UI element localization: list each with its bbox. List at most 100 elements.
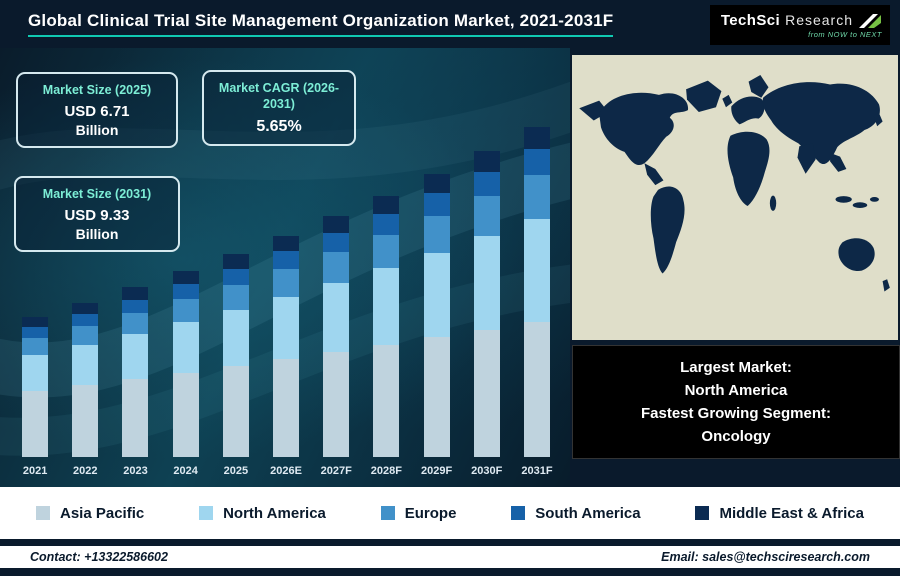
bar-2030F: 2030F — [462, 151, 512, 487]
x-axis-label: 2030F — [471, 465, 503, 477]
bar-segment-north-america — [423, 252, 450, 338]
bar-segment-middle-east-africa — [222, 254, 249, 269]
x-axis-label: 2024 — [173, 465, 198, 477]
stat-box-0: Market Size (2025) USD 6.71 Billion — [16, 72, 178, 149]
stat-label: Market CAGR (2026-2031) — [218, 81, 340, 112]
bar-segment-europe — [273, 268, 300, 298]
bar-segment-asia-pacific — [222, 366, 249, 457]
footer: Contact: +13322586602 Email: sales@techs… — [0, 546, 900, 568]
legend-item-asia-pacific: Asia Pacific — [36, 505, 144, 522]
bar-segment-south-america — [122, 299, 149, 314]
bar-segment-asia-pacific — [323, 352, 350, 457]
chart-panel: 2021 2022 2023 2024 2025 2026E 2027F 2028F 2029F… — [0, 48, 570, 487]
contact-info: Contact: +13322586602 — [30, 550, 168, 564]
stat-unit: Billion — [75, 122, 119, 139]
market-note-line: North America — [684, 381, 788, 399]
x-axis-label: 2022 — [73, 465, 98, 477]
logo-row: TechSci Research — [721, 11, 882, 29]
legend-label: Asia Pacific — [60, 504, 145, 522]
bar-2029F: 2029F — [412, 174, 462, 487]
legend-item-north-america: North America — [199, 505, 326, 522]
header: Global Clinical Trial Site Management Or… — [0, 0, 900, 48]
bar-segment-europe — [373, 234, 400, 269]
logo-name-secondary: Research — [785, 12, 853, 28]
bar-segment-middle-east-africa — [172, 271, 199, 285]
stat-unit: Billion — [75, 226, 119, 243]
bar-segment-europe — [122, 313, 149, 335]
x-axis-label: 2021 — [22, 465, 48, 477]
x-axis-label: 2028F — [370, 465, 402, 477]
stacked-bar — [423, 174, 450, 457]
legend-item-middle-east-africa: Middle East & Africa — [695, 504, 864, 522]
stat-box-2: Market Size (2031) USD 9.33 Billion — [14, 176, 180, 253]
market-note-line: Largest Market: — [680, 358, 792, 376]
bar-segment-south-america — [523, 148, 550, 175]
bar-segment-north-america — [72, 344, 99, 386]
bar-segment-europe — [72, 326, 99, 345]
stat-value: 5.65% — [256, 117, 302, 135]
bar-segment-middle-east-africa — [323, 216, 350, 233]
bar-2027F: 2027F — [311, 216, 361, 487]
bar-segment-middle-east-africa — [72, 302, 99, 314]
x-axis-label: 2026E — [270, 465, 302, 477]
x-axis-label: 2031F — [521, 465, 553, 477]
email-info: Email: sales@techsciresearch.com — [661, 550, 870, 564]
bar-segment-north-america — [473, 236, 500, 330]
bar-segment-north-america — [523, 218, 550, 322]
legend-swatch-icon — [380, 506, 395, 520]
bar-segment-middle-east-africa — [523, 127, 550, 149]
stacked-bar — [473, 151, 500, 457]
bar-segment-asia-pacific — [172, 372, 199, 457]
stacked-bar — [222, 254, 249, 457]
legend-swatch-icon — [511, 506, 526, 520]
legend-label: North America — [223, 504, 326, 522]
right-column: Largest Market: North America Fastest Grow… — [570, 48, 900, 487]
legend-label: South America — [535, 504, 641, 522]
stacked-bar — [323, 216, 350, 457]
bar-segment-north-america — [273, 297, 300, 360]
title-underline — [28, 35, 614, 37]
x-axis-label: 2029F — [420, 465, 453, 477]
stacked-bar — [523, 127, 550, 457]
x-axis-label: 2027F — [320, 465, 352, 477]
legend-label: Europe — [404, 504, 457, 522]
bar-2025: 2025 — [211, 254, 261, 487]
bar-2021: 2021 — [10, 317, 60, 487]
bar-2031F: 2031F — [512, 127, 562, 487]
bar-segment-europe — [22, 337, 49, 355]
bar-2022: 2022 — [60, 302, 110, 487]
stacked-bar — [373, 195, 400, 457]
x-axis-label: 2025 — [223, 465, 249, 477]
stacked-bar — [172, 271, 199, 457]
bar-segment-south-america — [373, 213, 400, 235]
bar-2028F: 2028F — [361, 195, 411, 487]
bar-segment-south-america — [22, 326, 49, 338]
chart-legend: Asia Pacific North America Europe South Ame… — [0, 487, 900, 539]
bar-segment-south-america — [72, 313, 99, 327]
bar-segment-south-america — [323, 232, 350, 253]
world-map — [572, 55, 898, 340]
legend-item-europe: Europe — [380, 504, 457, 522]
stacked-bar — [22, 317, 49, 457]
title-wrap: Global Clinical Trial Site Management Or… — [28, 11, 614, 37]
legend-label: Middle East & Africa — [719, 504, 864, 522]
bar-2023: 2023 — [110, 287, 160, 487]
bottom-bar — [0, 568, 900, 576]
stat-box-1: Market CAGR (2026-2031) 5.65% — [202, 70, 356, 146]
page-title: Global Clinical Trial Site Management Or… — [28, 11, 614, 30]
bar-segment-south-america — [273, 251, 300, 269]
stacked-bar — [273, 235, 300, 457]
bar-segment-south-america — [222, 268, 249, 285]
bar-segment-south-america — [423, 193, 450, 216]
market-note-line: Oncology — [701, 428, 771, 446]
bar-segment-south-america — [473, 171, 500, 196]
bar-segment-middle-east-africa — [273, 235, 300, 252]
bar-segment-asia-pacific — [72, 385, 99, 457]
world-map-svg — [572, 55, 898, 340]
market-note: Largest Market: North America Fastest Grow… — [572, 345, 900, 459]
bar-segment-europe — [172, 299, 199, 323]
bar-2024: 2024 — [161, 271, 211, 487]
bar-segment-north-america — [22, 354, 49, 392]
bar-segment-asia-pacific — [523, 321, 550, 457]
